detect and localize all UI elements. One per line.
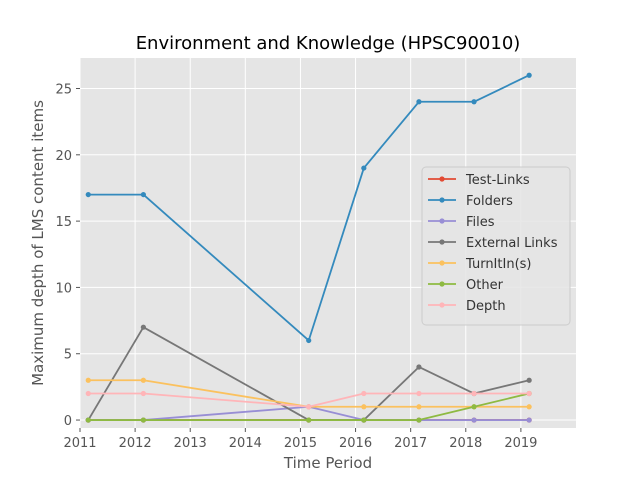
legend-item: Files — [428, 215, 495, 230]
legend-item: Folders — [428, 194, 513, 209]
series-folders — [85, 72, 532, 344]
legend-box — [421, 166, 571, 326]
data-point — [361, 390, 367, 397]
x-tick-label: 2011 — [63, 436, 96, 451]
legend-item: Depth — [428, 299, 506, 314]
data-point — [416, 99, 422, 105]
data-point — [361, 404, 367, 410]
data-point — [526, 377, 532, 383]
x-tick-label: 2015 — [284, 436, 317, 451]
legend-item: Test-Links — [428, 173, 530, 188]
data-point — [85, 417, 91, 423]
y-tick-label: 25 — [55, 83, 72, 98]
legend-marker — [439, 176, 445, 182]
legend-label: TurnItIn(s) — [465, 257, 531, 272]
y-tick-label: 15 — [55, 215, 72, 230]
data-point — [526, 417, 532, 423]
y-axis-ticks: 0 5 10 15 20 25 — [55, 83, 80, 429]
data-point — [85, 191, 91, 198]
y-tick-label: 0 — [64, 414, 72, 429]
x-tick-label: 2014 — [229, 436, 262, 451]
data-point — [140, 377, 146, 383]
data-point — [526, 390, 532, 397]
legend-item: TurnItIn(s) — [428, 257, 531, 272]
legend-marker — [439, 302, 445, 308]
data-point — [140, 390, 146, 397]
x-tick-label: 2018 — [449, 436, 482, 451]
legend-marker — [439, 281, 445, 287]
legend-marker — [439, 218, 445, 224]
data-point — [416, 404, 422, 410]
y-axis-title: Maximum depth of LMS content items — [29, 100, 47, 386]
data-point — [416, 364, 422, 370]
legend-label: Files — [466, 215, 495, 230]
chart-title: Environment and Knowledge (HPSC90010) — [136, 33, 521, 54]
legend-label: Test-Links — [465, 173, 530, 188]
legend-marker — [439, 239, 445, 245]
data-point — [471, 390, 477, 397]
x-tick-label: 2013 — [174, 436, 207, 451]
data-point — [361, 417, 367, 423]
legend: Test-Links Folders Files External Links Turn… — [421, 166, 571, 326]
data-point — [471, 404, 477, 410]
y-tick-label: 20 — [55, 149, 72, 164]
x-axis-ticks: 2011 2012 2013 2014 2015 2016 2017 2018 2019 — [63, 428, 537, 451]
data-point — [471, 99, 477, 105]
x-axis-title: Time Period — [283, 454, 372, 472]
data-point — [526, 72, 532, 78]
x-tick-label: 2012 — [119, 436, 152, 451]
legend-label: External Links — [466, 236, 558, 251]
data-point — [526, 404, 532, 410]
legend-marker — [439, 260, 445, 266]
legend-item: External Links — [428, 236, 558, 251]
y-tick-label: 10 — [55, 281, 72, 296]
data-point — [471, 417, 477, 423]
data-point — [140, 191, 146, 198]
data-point — [361, 165, 367, 171]
legend-label: Depth — [466, 299, 506, 314]
x-tick-label: 2017 — [394, 436, 427, 451]
x-tick-label: 2016 — [339, 436, 372, 451]
legend-item: Other — [428, 278, 504, 293]
data-point — [85, 377, 91, 383]
x-tick-label: 2019 — [504, 436, 537, 451]
legend-marker — [439, 197, 445, 203]
legend-label: Folders — [466, 194, 513, 209]
data-point — [85, 390, 91, 397]
y-tick-label: 5 — [64, 348, 72, 363]
series-depth — [85, 390, 532, 410]
data-point — [306, 337, 312, 344]
data-point — [416, 417, 422, 423]
data-point — [306, 417, 312, 423]
legend-label: Other — [466, 278, 504, 293]
series-lines — [85, 72, 532, 423]
data-point — [306, 404, 312, 410]
data-point — [140, 417, 146, 423]
data-point — [140, 324, 146, 330]
data-point — [416, 390, 422, 397]
